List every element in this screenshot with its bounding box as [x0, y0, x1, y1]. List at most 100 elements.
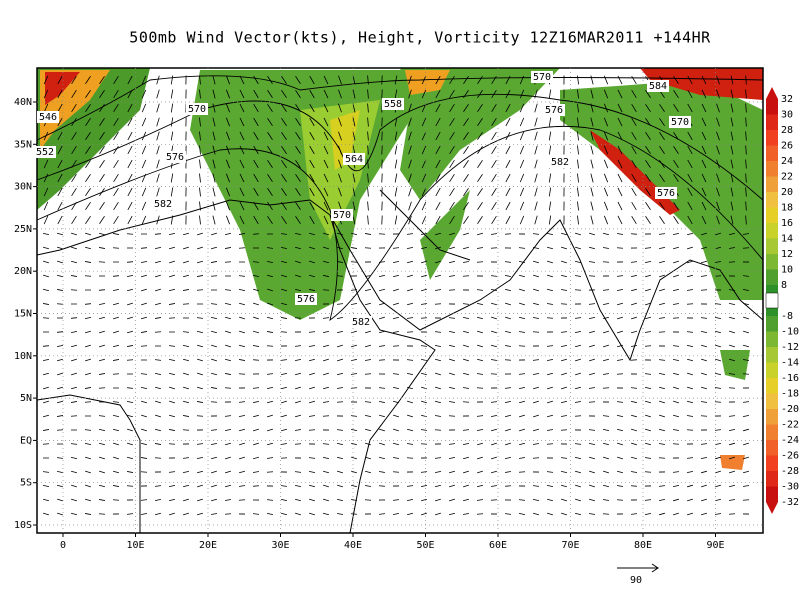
wind-vector	[42, 485, 50, 487]
wind-vector	[364, 485, 372, 487]
wind-vector	[71, 232, 77, 236]
wind-vector	[56, 232, 64, 236]
wind-vector	[84, 513, 92, 515]
wind-vector	[519, 117, 525, 127]
wind-vector	[295, 174, 301, 182]
wind-vector	[252, 345, 260, 347]
wind-vector	[126, 233, 134, 235]
wind-vector	[588, 442, 596, 446]
wind-vector	[588, 372, 596, 376]
wind-vector	[323, 344, 329, 348]
wind-vector	[253, 302, 259, 306]
wind-vector	[127, 75, 133, 85]
wind-vector	[533, 260, 539, 264]
wind-vector	[238, 470, 246, 474]
colorbar-label: -12	[781, 342, 799, 353]
wind-vector	[126, 401, 134, 403]
wind-vector	[98, 303, 106, 305]
wind-vector	[85, 174, 91, 182]
wind-vector	[392, 331, 400, 333]
wind-vector	[281, 386, 287, 390]
wind-vector	[127, 428, 133, 432]
wind-vector	[672, 414, 680, 418]
wind-vector	[491, 173, 497, 183]
wind-vector	[631, 414, 637, 418]
wind-vector	[505, 173, 511, 183]
wind-vector	[212, 173, 216, 183]
wind-vector	[476, 513, 484, 515]
wind-vector	[309, 372, 315, 376]
wind-vector	[210, 261, 218, 263]
wind-vector	[168, 414, 176, 418]
wind-vector	[630, 400, 638, 404]
wind-vector	[659, 400, 665, 404]
wind-vector	[518, 373, 526, 375]
wind-vector	[575, 358, 581, 362]
wind-vector	[476, 302, 484, 306]
wind-vector	[294, 484, 302, 488]
wind-vector	[183, 484, 189, 488]
wind-vector	[141, 159, 147, 169]
wind-vector	[547, 386, 553, 390]
wind-vector	[701, 358, 707, 362]
wind-vector	[505, 215, 511, 225]
wind-vector	[645, 202, 651, 210]
wind-vector	[590, 215, 594, 225]
wind-vector	[309, 117, 315, 127]
wind-vector	[379, 316, 385, 320]
wind-vector	[435, 512, 441, 516]
wind-vector	[588, 429, 596, 431]
wind-vector	[170, 187, 174, 197]
contour-label-bg	[647, 80, 669, 92]
wind-vector	[336, 513, 344, 515]
wind-vector	[561, 260, 567, 264]
colorbar-label: 10	[781, 265, 793, 276]
wind-vector	[141, 428, 147, 432]
wind-vector	[561, 246, 567, 250]
wind-vector	[448, 386, 456, 390]
wind-vector	[616, 233, 624, 235]
wind-vector	[701, 344, 707, 348]
wind-vector	[672, 303, 680, 305]
wind-vector	[617, 145, 623, 155]
wind-vector	[617, 456, 623, 460]
wind-vector	[378, 513, 386, 515]
wind-vector	[294, 414, 302, 418]
wind-vector	[56, 274, 64, 278]
wind-vector	[308, 289, 316, 291]
wind-vector	[168, 233, 176, 235]
wind-vector	[183, 386, 189, 390]
wind-vector	[673, 76, 679, 84]
wind-vector	[309, 103, 315, 113]
wind-vector	[590, 89, 594, 99]
wind-vector	[281, 132, 287, 140]
contour-label: 552	[36, 147, 54, 158]
wind-vector	[84, 330, 92, 334]
wind-vector	[127, 201, 133, 211]
wind-vector	[253, 187, 259, 197]
wind-vector	[546, 288, 554, 292]
wind-vector	[645, 90, 651, 98]
wind-vector	[252, 485, 260, 487]
wind-vector	[490, 288, 498, 292]
wind-vector	[421, 201, 427, 211]
wind-vector	[406, 359, 414, 361]
wind-vector	[113, 75, 119, 85]
wind-vector	[603, 89, 609, 99]
wind-vector	[113, 316, 119, 320]
wind-vector	[714, 316, 722, 320]
wind-vector	[463, 330, 469, 334]
wind-vector	[519, 173, 525, 183]
wind-vector	[225, 470, 231, 474]
wind-vector	[546, 443, 554, 445]
wind-vector	[239, 145, 245, 155]
contour-label-bg	[186, 103, 208, 115]
wind-vector	[225, 442, 231, 446]
wind-vector	[224, 358, 232, 362]
wind-vector	[548, 89, 552, 99]
wind-vector	[112, 275, 120, 277]
wind-vector	[714, 498, 722, 502]
wind-vector	[602, 247, 610, 249]
wind-vector	[462, 513, 470, 515]
wind-vector	[112, 247, 120, 249]
